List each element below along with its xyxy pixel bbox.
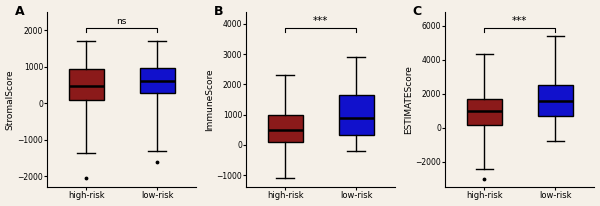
Text: ***: *** [512,16,527,26]
PathPatch shape [467,99,502,125]
Text: ***: *** [313,16,329,26]
Text: ns: ns [116,17,127,26]
PathPatch shape [68,69,104,100]
Y-axis label: ImmuneScore: ImmuneScore [205,68,214,131]
Text: C: C [413,5,422,18]
PathPatch shape [140,68,175,93]
PathPatch shape [268,115,303,142]
Y-axis label: StromalScore: StromalScore [5,69,14,130]
Y-axis label: ESTIMATEScore: ESTIMATEScore [404,65,413,134]
PathPatch shape [538,85,573,116]
Text: B: B [214,5,223,18]
Text: A: A [14,5,24,18]
PathPatch shape [338,95,374,135]
